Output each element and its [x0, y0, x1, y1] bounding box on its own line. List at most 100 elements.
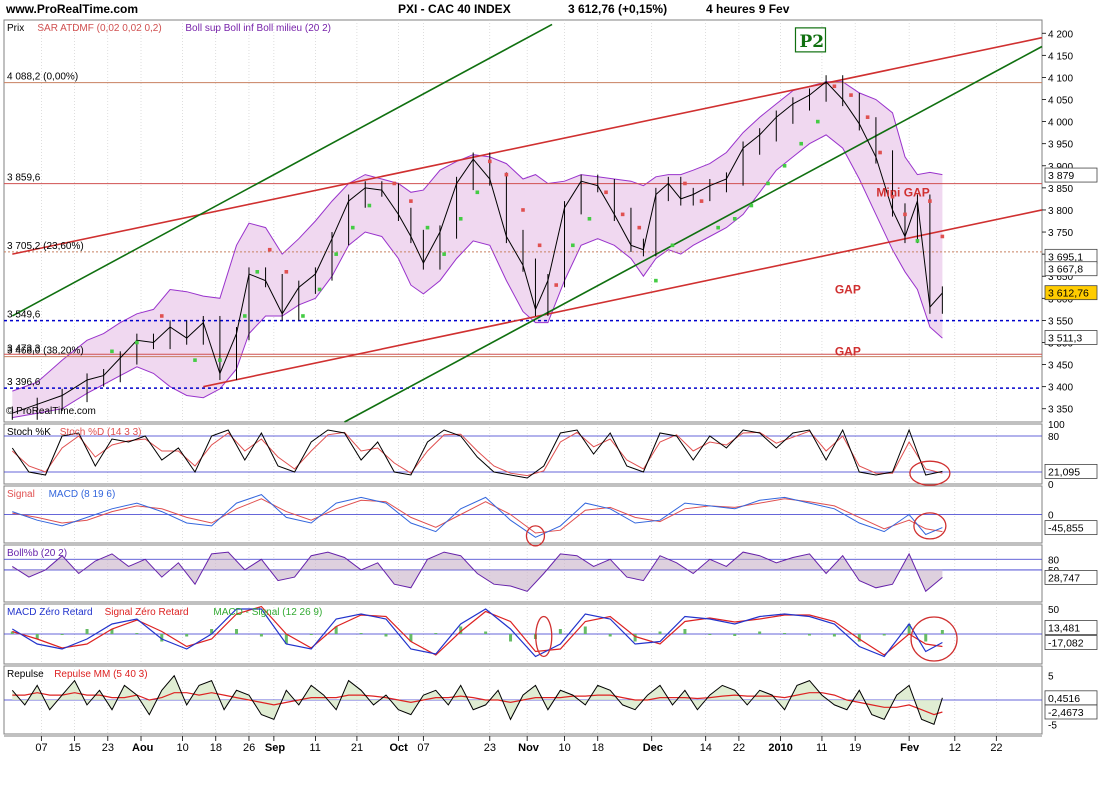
- price-y-tick-label: 4 000: [1048, 118, 1073, 129]
- macd-hist-bar: [359, 633, 363, 634]
- value-label-text: 28,747: [1048, 572, 1080, 584]
- x-tick-label: 11: [309, 742, 320, 754]
- level-label: 3 468,0 (38,20%): [7, 346, 84, 357]
- x-tick-label: 10: [559, 742, 571, 754]
- price-legend: Prix: [7, 23, 24, 34]
- indicator-y-tick-label: 0: [1048, 511, 1054, 522]
- sar-dot-up: [732, 216, 737, 221]
- zero-lag-macd-line: [11, 608, 943, 658]
- p2-marker: P2: [794, 27, 827, 53]
- price-value-label: 3 879: [1044, 167, 1098, 183]
- x-tick-label: Aou: [132, 742, 153, 754]
- x-tick-label: 12: [949, 742, 961, 754]
- price-close-line: [12, 81, 943, 414]
- macd-hist-bar: [733, 634, 737, 636]
- x-tick-label: 22: [733, 742, 745, 754]
- sar-dot-up: [255, 270, 260, 274]
- highlight-circle: [525, 525, 546, 547]
- sar-dot-up: [301, 314, 305, 318]
- sar-dot-down: [554, 283, 559, 287]
- sar-dot-up: [458, 216, 463, 221]
- sar-dot-up: [571, 243, 575, 248]
- x-tick-label: Oct: [389, 742, 408, 754]
- sar-dot-down: [409, 199, 413, 203]
- stoch-k-line: [11, 428, 943, 479]
- sar-dot-up: [135, 340, 139, 345]
- price-y-tick-label: 3 400: [1048, 383, 1073, 394]
- sar-dot-down: [521, 208, 525, 212]
- macd-hist-bar: [882, 634, 886, 636]
- price-legend: SAR ATDMF (0,02 0,02 0,2): [37, 23, 161, 34]
- x-tick-label: Dec: [643, 742, 663, 754]
- price-y-tick-label: 3 450: [1048, 361, 1073, 372]
- gap-label: GAP: [835, 282, 861, 296]
- price-y-tick-label: 3 650: [1048, 272, 1073, 283]
- sar-dot-up: [716, 225, 720, 230]
- macd-legend: Signal: [7, 489, 35, 500]
- price-y-tick-label: 3 750: [1048, 228, 1073, 239]
- repulse-mm-line: [12, 692, 943, 716]
- indicator-y-tick-label: 0: [1048, 480, 1054, 491]
- indicator-y-tick-label: 80: [1048, 432, 1060, 443]
- indicator-y-tick-label: 80: [1048, 555, 1060, 566]
- price-y-tick-label: 3 850: [1048, 184, 1073, 195]
- sar-dot-down: [267, 247, 272, 252]
- sar-dot-up: [110, 349, 114, 354]
- sar-dot-down: [849, 93, 853, 97]
- macd-hist-bar: [284, 634, 288, 644]
- site-url[interactable]: www.ProRealTime.com: [5, 2, 138, 16]
- macd-hist-bar: [484, 631, 488, 634]
- value-label-text: 3 511,3: [1048, 332, 1082, 344]
- sar-dot-up: [670, 243, 675, 248]
- value-label-text: 0,4516: [1048, 693, 1080, 705]
- macd-hist-bar: [409, 634, 413, 642]
- macd-hist-bar: [658, 631, 662, 634]
- x-tick-label: 19: [849, 742, 861, 754]
- macd-hist-bar: [459, 626, 463, 634]
- sar-dot-down: [928, 199, 932, 203]
- sar-dot-down: [940, 234, 945, 239]
- repulse-legend: Repulse: [7, 669, 44, 680]
- sar-dot-down: [903, 212, 907, 217]
- gap-label: GAP: [835, 344, 861, 358]
- stoch-legend: Stoch %D (14 3 3): [60, 427, 142, 438]
- last-price: 3 612,76 (+0,15%): [568, 2, 667, 16]
- sar-dot-down: [865, 115, 870, 119]
- value-label-box: [1044, 520, 1098, 536]
- sar-dot-up: [218, 358, 222, 362]
- p2-box: [794, 27, 827, 53]
- stoch-value-label: 21,095: [1044, 463, 1098, 479]
- sar-dot-down: [878, 150, 882, 155]
- sar-dot-down: [284, 270, 289, 274]
- value-label-box: [1044, 704, 1098, 720]
- repulse-legend: Repulse MM (5 40 3): [54, 669, 147, 680]
- watermark: © ProRealTime.com: [6, 406, 96, 417]
- x-tick-label: Fev: [900, 742, 920, 754]
- x-tick-label: Nov: [518, 742, 540, 754]
- sar-dot-up: [442, 252, 446, 256]
- sar-dot-up: [350, 225, 355, 230]
- indicator-y-tick-label: -5: [1048, 720, 1057, 731]
- sar-dot-up: [799, 141, 803, 146]
- macd-hist-bar: [608, 634, 612, 637]
- x-tick-label: 15: [69, 742, 81, 754]
- stoch-d-line: [11, 430, 943, 477]
- macd-hist-bar: [907, 624, 911, 634]
- trend-line-green: [11, 23, 553, 317]
- price-value-label: 3 612,76: [1044, 285, 1098, 301]
- value-label-text: 3 879: [1048, 170, 1074, 182]
- highlight-circle: [913, 512, 947, 540]
- price-y-tick-label: 3 900: [1048, 162, 1073, 173]
- sar-dot-down: [832, 84, 837, 89]
- x-tick-label: 11: [816, 742, 827, 754]
- macd-hist-bar: [10, 631, 14, 634]
- indicator-y-tick-label: 100: [1048, 420, 1065, 431]
- price-y-tick-label: 3 550: [1048, 316, 1073, 327]
- x-tick-label: 21: [351, 742, 363, 754]
- sar-dot-up: [367, 203, 372, 208]
- price-y-tick-label: 4 200: [1048, 29, 1073, 40]
- macd-zero-value-label: -17,082: [1044, 635, 1098, 650]
- level-label: 3 705,2 (23,60%): [7, 241, 84, 252]
- macd-hist-bar: [924, 634, 928, 642]
